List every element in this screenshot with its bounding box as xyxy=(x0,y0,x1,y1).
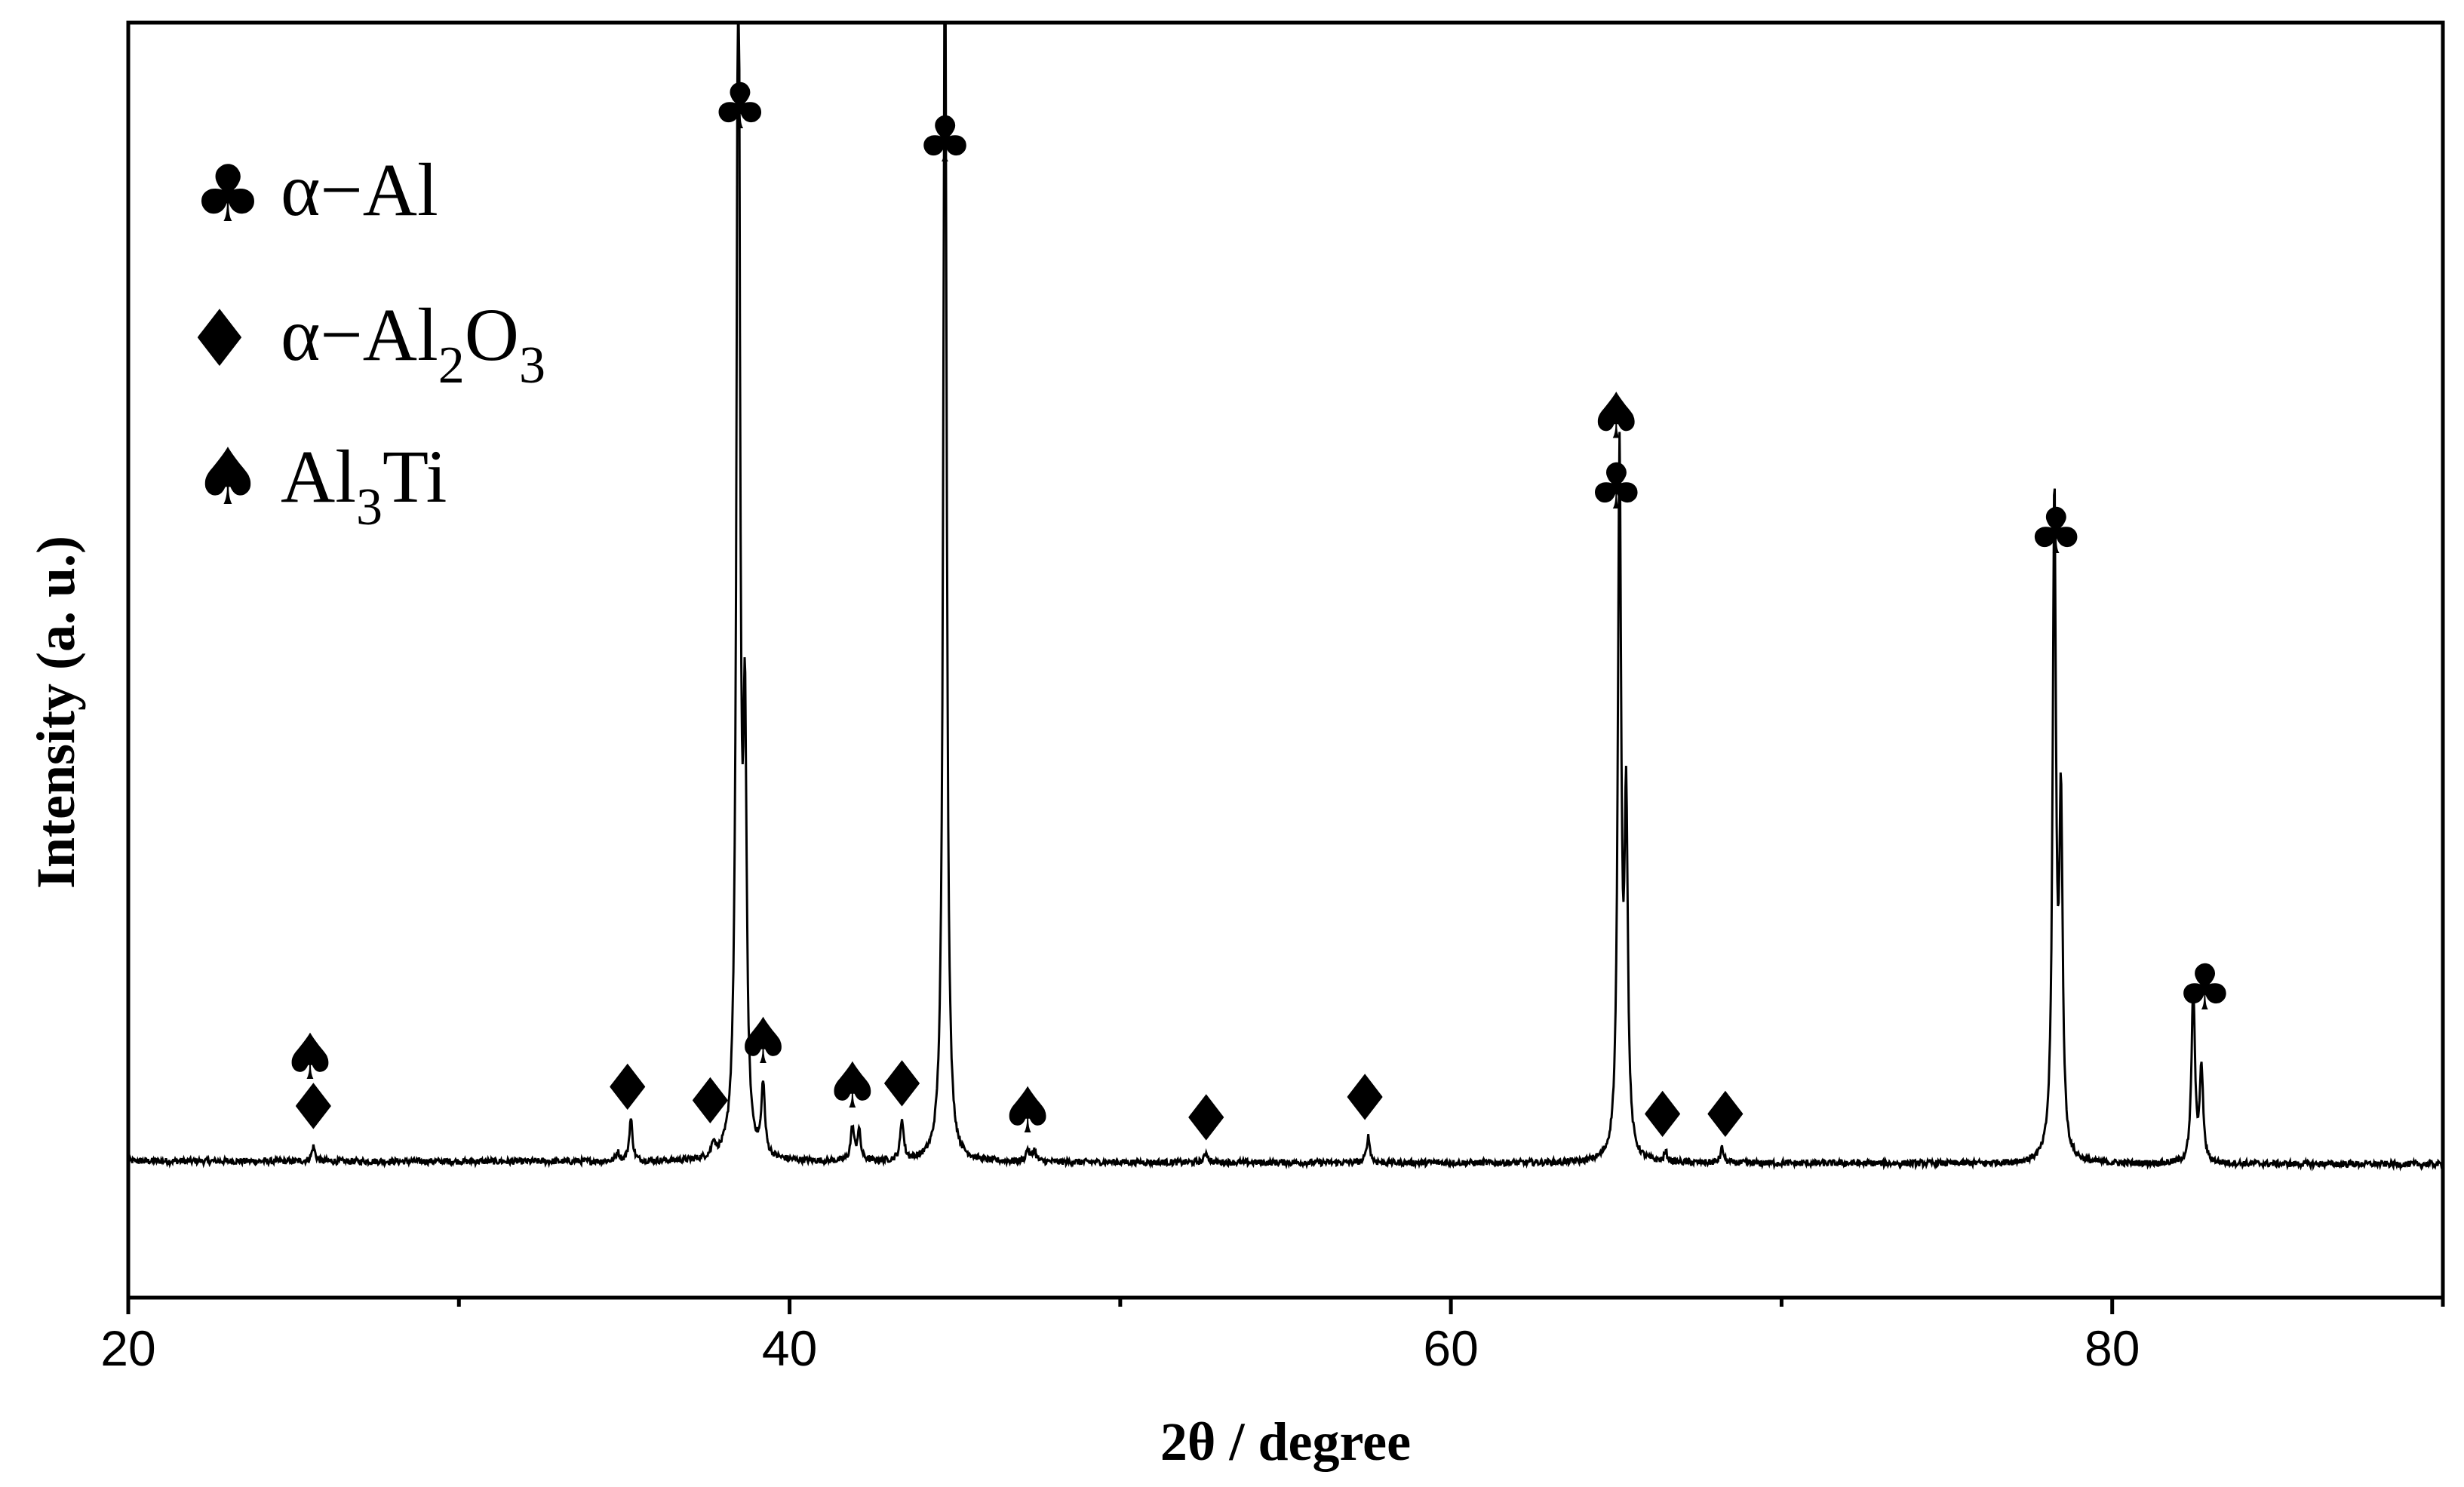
peak-marker-club-icon: ♣ xyxy=(2177,951,2233,1025)
peak-marker-spade-icon: ♠ xyxy=(999,1074,1055,1148)
legend: ♣ α−Al ♦ α−Al2O3 ♠ Al3Ti xyxy=(184,148,545,536)
peak-marker-club-icon: ♣ xyxy=(711,69,768,143)
legend-label-alpha-al2o3: α−Al2O3 xyxy=(281,293,545,395)
peak-marker-diamond-icon: ♦ xyxy=(682,1065,739,1138)
phase-marker-layer: ♠♦ ♦ ♦♣♠♠♦♣♠ ♦ ♦♠♣♦ ♦♣♣ xyxy=(281,69,2233,1155)
legend-spade-icon: ♠ xyxy=(192,431,263,523)
x-axis-ticks: 20 40 60 80 xyxy=(100,1298,2445,1376)
legend-diamond-icon: ♦ xyxy=(184,293,254,385)
peak-marker-diamond-icon: ♦ xyxy=(874,1047,930,1121)
y-axis-title: Intensity (a. u.) xyxy=(26,536,86,889)
x-tick-label: 20 xyxy=(100,1320,155,1376)
peak-marker-diamond-icon: ♦ xyxy=(1178,1082,1234,1156)
peak-marker-spade-icon: ♠ xyxy=(735,1004,791,1078)
peak-marker-diamond-icon: ♦ xyxy=(1634,1078,1691,1152)
peak-marker-club-icon: ♣ xyxy=(917,103,973,177)
x-tick-label: 40 xyxy=(762,1320,817,1376)
x-tick-label: 80 xyxy=(2085,1320,2140,1376)
legend-label-alpha-al: α−Al xyxy=(281,148,438,232)
legend-club-icon: ♣ xyxy=(192,148,263,240)
xrd-pattern-line xyxy=(127,21,2444,1172)
peak-marker-diamond-icon: ♦ xyxy=(1337,1061,1393,1135)
peak-marker-spade-icon: ♠ xyxy=(281,1020,338,1094)
xrd-pattern-layer xyxy=(127,21,2444,1172)
peak-marker-spade-icon: ♠ xyxy=(824,1049,880,1123)
peak-marker-diamond-icon: ♦ xyxy=(599,1051,656,1125)
x-tick-label: 60 xyxy=(1423,1320,1478,1376)
peak-marker-club-icon: ♣ xyxy=(2028,494,2085,568)
legend-label-al3ti: Al3Ti xyxy=(281,435,447,536)
x-axis-title: 2θ / degree xyxy=(1160,1412,1411,1472)
peak-marker-spade-icon: ♠ xyxy=(1588,379,1645,453)
peak-marker-club-icon: ♣ xyxy=(1588,450,1645,524)
plot-frame xyxy=(126,20,2445,1300)
peak-marker-diamond-icon: ♦ xyxy=(1697,1078,1753,1152)
peak-marker-diamond-icon: ♦ xyxy=(285,1071,342,1144)
